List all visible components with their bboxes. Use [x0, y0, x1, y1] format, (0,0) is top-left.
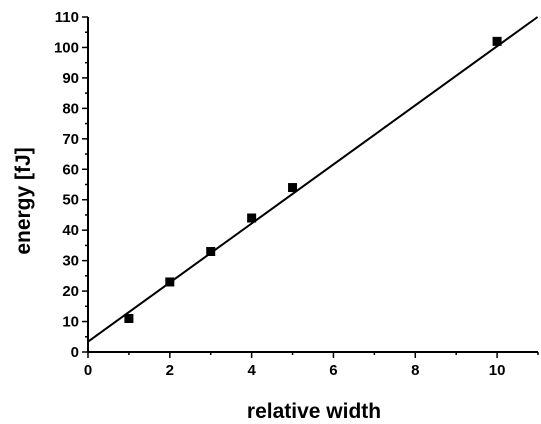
x-axis-title: relative width [247, 400, 381, 423]
fit-line-layer [87, 16, 539, 343]
y-tick-label: 20 [62, 283, 79, 300]
x-axis: 0 2 4 6 8 10 [84, 352, 539, 379]
data-point [492, 36, 502, 46]
fit-line [87, 16, 539, 343]
y-tick-label: 40 [62, 222, 79, 239]
x-tick-label: 4 [247, 362, 256, 379]
x-tick-label: 0 [84, 362, 92, 379]
data-point [206, 247, 216, 256]
y-axis: 0 10 20 30 40 50 60 70 80 90 100 110 [54, 9, 88, 361]
y-tick-label: 90 [62, 70, 79, 87]
data-points [124, 36, 502, 323]
y-tick-label: 30 [62, 253, 79, 270]
y-tick-label: 80 [62, 100, 79, 117]
y-tick-label: 70 [62, 131, 79, 148]
x-tick-label: 8 [411, 362, 419, 379]
data-point [165, 277, 175, 287]
y-tick-label: 100 [54, 39, 79, 56]
x-tick-label: 6 [329, 362, 337, 379]
data-point [288, 183, 298, 193]
plot-area [87, 17, 538, 353]
x-tick-label: 2 [166, 362, 174, 379]
y-tick-label: 110 [55, 9, 79, 26]
y-tick-label: 10 [62, 314, 79, 331]
data-point [124, 314, 134, 323]
y-axis-title: energy [fJ] [12, 147, 35, 254]
y-tick-label: 60 [62, 161, 79, 178]
x-tick-label: 10 [489, 362, 506, 379]
y-tick-label: 0 [71, 344, 79, 361]
data-point [247, 213, 257, 223]
y-tick-label: 50 [62, 192, 79, 209]
